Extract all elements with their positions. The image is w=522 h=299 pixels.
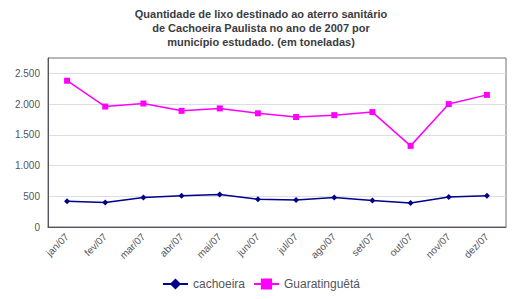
svg-text:fev/07: fev/07	[82, 231, 109, 258]
svg-text:1.500: 1.500	[15, 129, 40, 140]
svg-text:2.500: 2.500	[15, 68, 40, 79]
svg-text:jun/07: jun/07	[234, 231, 262, 259]
svg-text:município estudado. (em tonela: município estudado. (em toneladas)	[167, 36, 355, 48]
svg-text:2.000: 2.000	[15, 99, 40, 110]
svg-text:500: 500	[23, 191, 40, 202]
svg-text:mai/07: mai/07	[195, 231, 224, 260]
svg-text:Quantidade de lixo destinado a: Quantidade de lixo destinado ao aterro s…	[135, 8, 388, 20]
svg-text:cachoeira: cachoeira	[193, 277, 245, 291]
svg-text:0: 0	[34, 222, 40, 233]
svg-text:mar/07: mar/07	[118, 231, 148, 261]
svg-text:jan/07: jan/07	[43, 231, 71, 259]
svg-text:Guaratinguêtá: Guaratinguêtá	[284, 277, 360, 291]
svg-text:nov/07: nov/07	[424, 231, 453, 260]
svg-text:abr/07: abr/07	[158, 231, 186, 259]
svg-text:set/07: set/07	[349, 231, 376, 258]
svg-text:1.000: 1.000	[15, 160, 40, 171]
svg-text:de Cachoeira Paulista no ano d: de Cachoeira Paulista no ano de 2007 por	[152, 22, 370, 34]
svg-text:jul/07: jul/07	[275, 231, 301, 257]
svg-text:out/07: out/07	[387, 231, 415, 259]
svg-text:ago/07: ago/07	[309, 231, 339, 261]
svg-text:dez/07: dez/07	[462, 231, 491, 260]
